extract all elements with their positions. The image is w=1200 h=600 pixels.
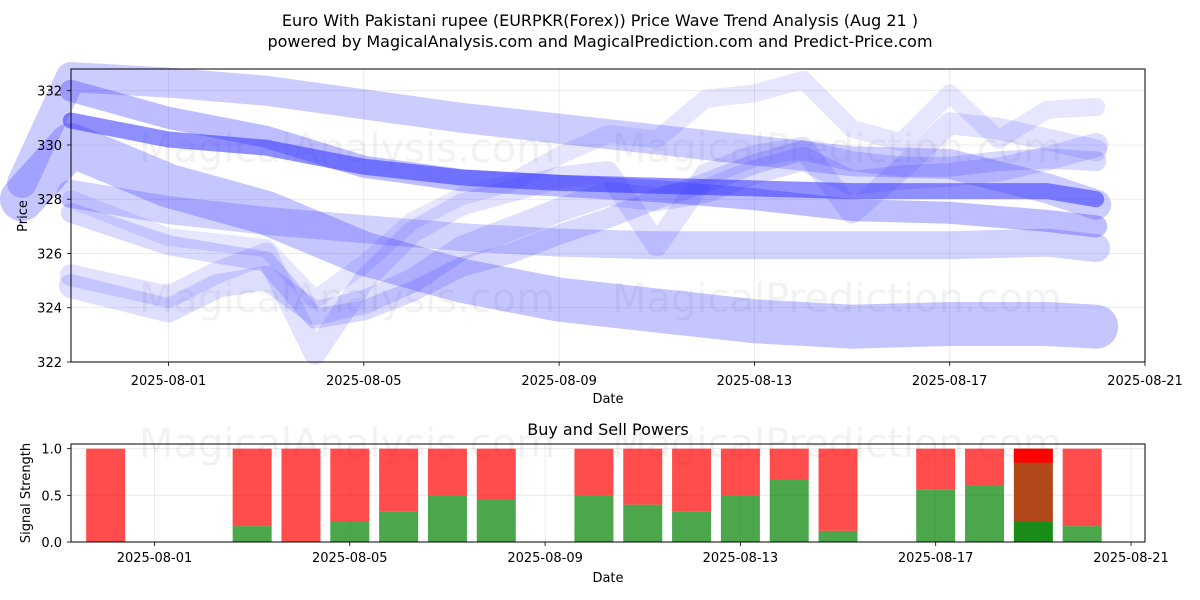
watermark-top-right: MagicalPrediction.com <box>612 126 1062 172</box>
sell-power-bar <box>623 448 663 505</box>
price-chart: MagicalAnalysis.com MagicalPrediction.co… <box>0 62 1183 407</box>
price-plot-frame <box>70 68 1146 363</box>
price-y-tick-label: 326 <box>37 247 62 262</box>
power-y-tick-label: 1.0 <box>41 443 62 458</box>
price-x-axis-label: Date <box>592 392 623 407</box>
wave-series-line <box>56 179 1111 263</box>
power-axes: 2025-08-01 2025-08-05 2025-08-09 2025-08-13… <box>41 443 1168 566</box>
wave-series-line <box>0 123 1119 349</box>
sell-power-bar <box>574 448 614 496</box>
power-x-tick-label: 2025-08-05 <box>312 551 388 566</box>
buy-power-bar <box>1013 521 1053 542</box>
buy-power-bar <box>232 526 272 542</box>
watermark-mid-left: MagicalAnalysis.com <box>139 276 555 322</box>
sell-power-bar <box>330 448 370 522</box>
wave-series-line <box>59 112 1108 365</box>
sell-power-bar <box>232 448 272 527</box>
buy-power-bar <box>623 504 663 542</box>
wave-series-line <box>62 112 1105 208</box>
buy-power-bar <box>574 495 614 542</box>
chart-title-line1: Euro With Pakistani rupee (EURPKR(Forex)… <box>282 11 918 30</box>
price-y-tick-label: 328 <box>37 193 62 208</box>
power-chart-title: Buy and Sell Powers <box>527 420 689 439</box>
watermark-mid-right: MagicalPrediction.com <box>612 276 1062 322</box>
price-y-tick-label: 332 <box>37 85 62 100</box>
wave-series-line <box>58 133 1109 326</box>
sell-power-bar <box>672 448 712 512</box>
power-x-tick-label: 2025-08-13 <box>703 551 779 566</box>
power-y-axis-label: Signal Strength <box>19 443 34 543</box>
power-chart: Buy and Sell Powers MagicalAnalysis.com … <box>19 420 1169 586</box>
power-y-tick-label: 0.5 <box>41 489 62 504</box>
buy-power-bar <box>818 530 858 542</box>
price-x-tick-label: 2025-08-21 <box>1107 374 1183 389</box>
buy-power-bar <box>916 489 956 542</box>
sell-power-bar <box>965 448 1005 486</box>
power-bars-group <box>86 448 1102 542</box>
sell-power-bar <box>916 448 956 490</box>
sell-power-bar <box>769 448 809 480</box>
power-y-tick-label: 0.0 <box>41 536 62 551</box>
power-x-tick-label: 2025-08-09 <box>507 551 583 566</box>
price-y-axis-label: Price <box>16 200 31 232</box>
buy-power-bar <box>330 521 370 542</box>
wave-series-line <box>7 62 1112 220</box>
price-x-tick-label: 2025-08-13 <box>717 374 793 389</box>
price-x-tick-label: 2025-08-17 <box>912 374 988 389</box>
buy-power-bar <box>965 485 1005 542</box>
sell-power-bar <box>281 448 321 542</box>
power-x-tick-label: 2025-08-21 <box>1093 551 1169 566</box>
buy-power-bar <box>672 511 712 542</box>
price-x-tick-label: 2025-08-09 <box>521 374 597 389</box>
sell-power-bar <box>379 448 419 512</box>
wave-series-line <box>60 140 1107 329</box>
price-x-tick-label: 2025-08-01 <box>131 374 207 389</box>
sell-power-bar <box>1062 448 1102 527</box>
wave-series-group <box>0 62 1119 365</box>
buy-power-bar <box>769 479 809 542</box>
sell-power-bar-top <box>1013 448 1053 463</box>
price-y-tick-label: 324 <box>37 302 62 317</box>
price-axes: 2025-08-01 2025-08-05 2025-08-09 2025-08-13… <box>37 85 1183 389</box>
sell-power-bar <box>720 448 760 496</box>
chart-title-line2: powered by MagicalAnalysis.com and Magic… <box>267 32 932 51</box>
buy-power-bar <box>720 495 760 542</box>
buy-power-bar <box>427 495 467 542</box>
power-plot-frame <box>70 443 1146 543</box>
wave-series-line <box>59 79 1108 238</box>
price-y-tick-label: 330 <box>37 139 62 154</box>
buy-power-bar <box>1062 526 1102 542</box>
price-x-tick-label: 2025-08-05 <box>326 374 402 389</box>
power-x-axis-label: Date <box>592 571 623 586</box>
power-x-tick-label: 2025-08-17 <box>898 551 974 566</box>
sell-power-bar <box>476 448 516 500</box>
power-x-tick-label: 2025-08-01 <box>117 551 193 566</box>
sell-power-bar <box>86 448 126 542</box>
buy-power-bar <box>476 500 516 542</box>
price-y-tick-label: 322 <box>37 356 62 371</box>
buy-power-bar <box>379 511 419 542</box>
sell-power-bar <box>818 448 858 531</box>
wave-series-line <box>61 70 1106 309</box>
sell-power-bar <box>427 448 467 496</box>
